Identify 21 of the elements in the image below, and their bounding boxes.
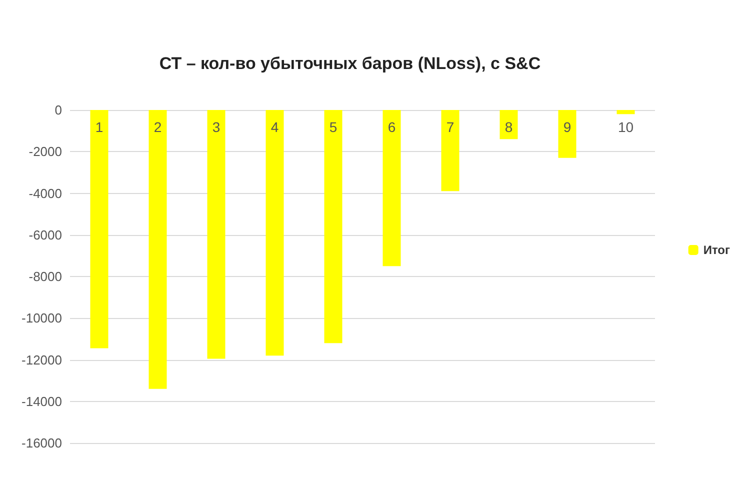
y-tick-label: 0 xyxy=(54,102,62,118)
y-tick-label: -8000 xyxy=(28,269,62,284)
x-tick-label: 8 xyxy=(504,119,513,135)
y-tick-label: -16000 xyxy=(22,436,62,450)
x-tick-label: 4 xyxy=(270,119,279,135)
y-tick-label: -12000 xyxy=(22,352,62,368)
x-tick-label: 2 xyxy=(154,119,162,135)
legend-label: Итог xyxy=(703,243,730,257)
x-tick-label: 3 xyxy=(212,119,220,135)
x-tick-label: 7 xyxy=(446,119,454,135)
y-tick-label: -2000 xyxy=(28,144,62,160)
y-tick-label: -14000 xyxy=(22,394,62,409)
x-tick-label: 6 xyxy=(388,119,396,135)
x-tick-label: 5 xyxy=(329,119,338,135)
chart-title: СТ – кол-во убыточных баров (NLoss), с S&C xyxy=(159,54,541,73)
y-tick-label: -4000 xyxy=(28,186,62,201)
x-tick-label: 1 xyxy=(95,119,104,135)
y-tick-label: -10000 xyxy=(22,310,62,326)
x-tick-label: 9 xyxy=(563,119,572,135)
y-tick-label: -6000 xyxy=(28,227,62,242)
x-tick-label: 10 xyxy=(618,119,634,135)
